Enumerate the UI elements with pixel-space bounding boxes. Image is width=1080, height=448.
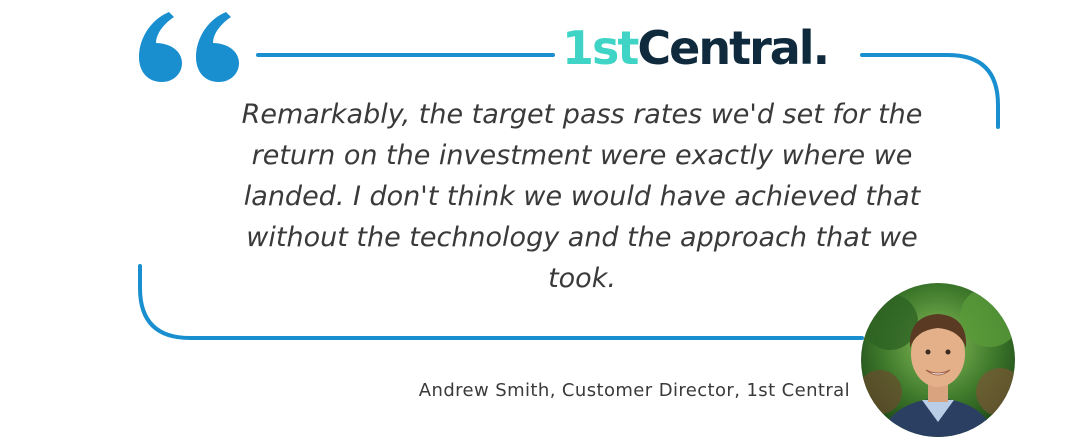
- frame-top-right-curve: [860, 53, 1000, 129]
- frame-bottom-curve: [138, 264, 864, 340]
- quote-text: Remarkably, the target pass rates we'd s…: [241, 99, 923, 294]
- avatar: [861, 283, 1015, 437]
- logo-prefix: 1st: [562, 21, 639, 75]
- quote-mark-icon: [139, 12, 239, 82]
- logo-dot: .: [812, 21, 831, 75]
- company-logo: 1st Central.: [562, 21, 831, 75]
- attribution: Andrew Smith, Customer Director, 1st Cen…: [418, 380, 850, 401]
- logo-name: Central: [637, 21, 814, 75]
